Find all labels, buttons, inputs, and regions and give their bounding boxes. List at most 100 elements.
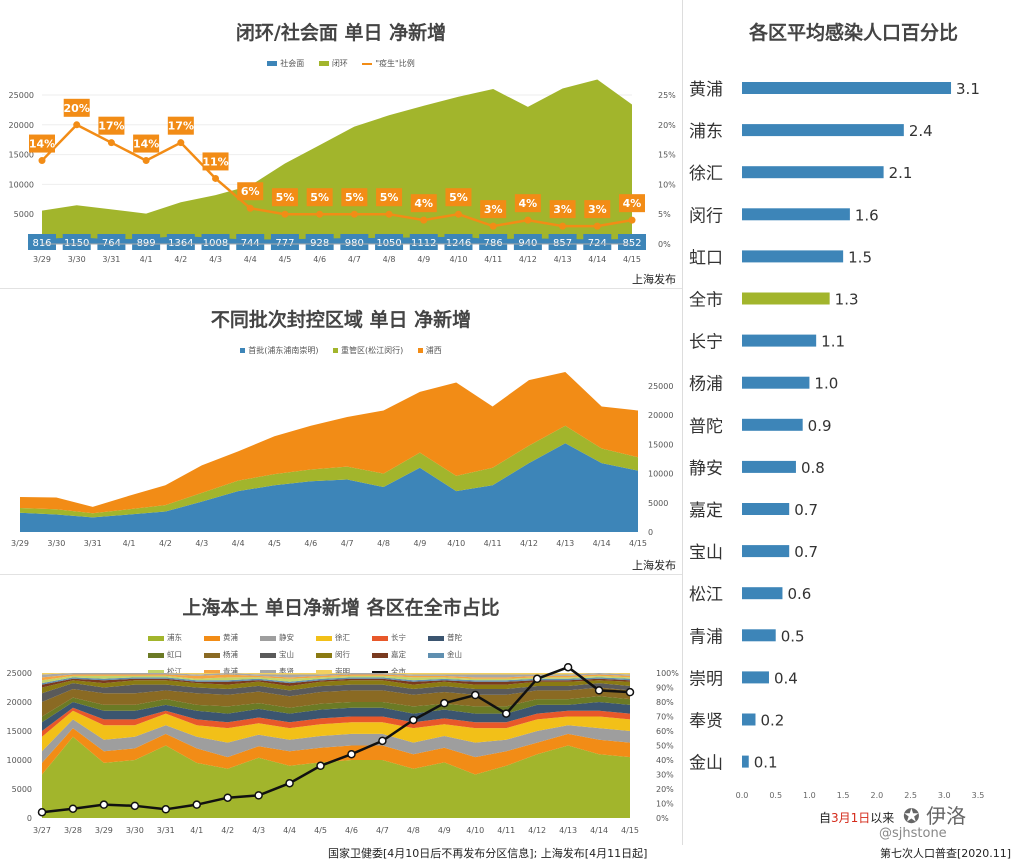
y-tick-label: 25000	[9, 91, 34, 100]
x-tick-label: 4/12	[520, 539, 538, 548]
district-share-area	[42, 673, 630, 678]
legend-swatch	[148, 669, 164, 675]
legend-label: 宝山	[279, 650, 294, 659]
bar-value-label: 1.0	[814, 375, 838, 393]
x-tick-label: 4/15	[623, 255, 641, 264]
legend-label: 黄浦	[223, 633, 238, 642]
citywide-point	[409, 715, 418, 725]
chart3-svg: 0 5000 10000 15000 20000 25000 0% 10% 20% 30% 40% 5…	[7, 662, 679, 835]
legend-item: 黄浦	[204, 629, 260, 646]
ratio-point	[38, 157, 46, 165]
ratio-label: 5%	[310, 191, 329, 204]
y2-tick-label: 0%	[656, 814, 669, 823]
social-label-box	[62, 234, 91, 250]
citywide-point	[37, 807, 47, 817]
chart1-panel: 闭环/社会面 单日 净新增 社会面 闭环 "疫生"比例 050001000015…	[0, 0, 682, 288]
legend-item: 金山	[428, 646, 484, 663]
y-tick-label: 5000	[14, 210, 34, 219]
chart4-title: 各区平均感染人口百分比	[748, 22, 958, 44]
ratio-label-box	[133, 134, 160, 153]
legend-label: 崇明	[335, 667, 350, 676]
y-tick-label: 0	[648, 528, 653, 537]
bar	[742, 418, 803, 431]
citywide-point	[285, 778, 294, 788]
chart2-title: 不同批次封控区域 单日 净新增	[210, 309, 472, 331]
legend-label: 静安	[279, 633, 294, 642]
y-tick-label: 5000	[648, 499, 668, 508]
ratio-label-box	[480, 200, 507, 219]
bar-category-label: 青浦	[689, 627, 723, 647]
footer-right: 第七次人口普查[2020.11]	[880, 847, 1012, 860]
legend-puxi: 浦西	[417, 345, 442, 356]
bar-category-label: 虹口	[689, 248, 723, 268]
ratio-label-box	[237, 182, 264, 201]
legend-item: 闵行	[316, 646, 372, 663]
legend-swatch	[428, 635, 444, 641]
social-label-box	[270, 234, 299, 250]
legend-swatch	[316, 652, 332, 658]
legend-swatch	[260, 635, 276, 641]
social-label-box	[166, 234, 195, 250]
legend-swatch	[204, 635, 220, 641]
legend-item: 虹口	[148, 646, 204, 663]
ratio-point	[350, 210, 358, 218]
divider-2	[0, 574, 682, 575]
legend-first-batch: 首批(浦东浦南崇明)	[240, 345, 318, 356]
x-tick-label: 4/12	[528, 826, 546, 835]
bar-value-label: 1.3	[835, 291, 859, 309]
y2-tick-label: 10%	[658, 180, 676, 189]
legend-label: 金山	[447, 650, 462, 659]
bar	[742, 587, 783, 600]
ratio-point	[73, 121, 81, 129]
bar	[742, 713, 756, 726]
y-tick-label: 15000	[9, 151, 34, 160]
x-tick-label: 4/5	[268, 539, 281, 548]
bar	[742, 503, 790, 515]
x-tick-label: 4/8	[377, 539, 390, 548]
legend-swatch	[148, 635, 164, 641]
ratio-label-box	[549, 200, 576, 219]
citywide-point	[316, 761, 325, 771]
x-tick-label: 4/13	[559, 826, 577, 835]
ratio-point	[281, 210, 289, 218]
chart1-source: 上海发布	[632, 273, 676, 286]
legend-item: 静安	[260, 629, 316, 646]
social-label-box	[375, 234, 404, 250]
bar	[742, 334, 817, 347]
vertical-divider	[682, 0, 683, 845]
bar-category-label: 黄浦	[689, 80, 723, 100]
bar-value-label: 1.5	[848, 248, 872, 266]
legend-swatch	[372, 635, 388, 641]
chart3-legend: 浦东 黄浦 静安 徐汇 长宁 普陀虹口 杨浦 宝山 闵行 嘉定 金山松江 青浦 奉贤 崇明 全市	[148, 629, 528, 680]
bar-value-label: 0.5	[781, 627, 805, 645]
legend-key-area: 重管区(松江闵行)	[333, 345, 403, 356]
x-tick-label: 4/7	[341, 539, 354, 548]
citywide-point	[532, 674, 542, 684]
legend-label: 青浦	[223, 667, 238, 676]
bar	[742, 545, 790, 558]
y-tick-label: 15000	[648, 440, 673, 449]
bar-value-label: 2.1	[889, 164, 913, 182]
bar-category-label: 全市	[689, 291, 723, 311]
bar	[742, 671, 769, 684]
district-share-area	[42, 680, 630, 694]
ratio-label-box	[514, 194, 541, 213]
bar-value-label: 0.9	[808, 417, 832, 435]
district-share-area	[42, 673, 630, 675]
ratio-point	[212, 174, 220, 182]
ratio-label: 17%	[98, 120, 124, 133]
legend-label: 松江	[167, 667, 182, 676]
x-tick-label: 4/11	[484, 255, 502, 264]
y-tick-label: 0	[27, 814, 32, 823]
chart2-legend: 首批(浦东浦南崇明) 重管区(松江闵行) 浦西	[0, 345, 682, 356]
bar-value-label: 1.6	[855, 206, 879, 224]
ratio-point	[628, 216, 636, 224]
x-tick-label: 4/14	[590, 826, 608, 835]
x-tick-label: 4/12	[519, 255, 537, 264]
district-share-area	[42, 702, 630, 731]
legend-item: 长宁	[372, 629, 428, 646]
x-tick-label: 1.5	[837, 791, 850, 800]
citywide-point	[440, 698, 449, 708]
x-tick-label: 3/28	[64, 826, 82, 835]
bar-value-label: 0.7	[794, 501, 818, 519]
